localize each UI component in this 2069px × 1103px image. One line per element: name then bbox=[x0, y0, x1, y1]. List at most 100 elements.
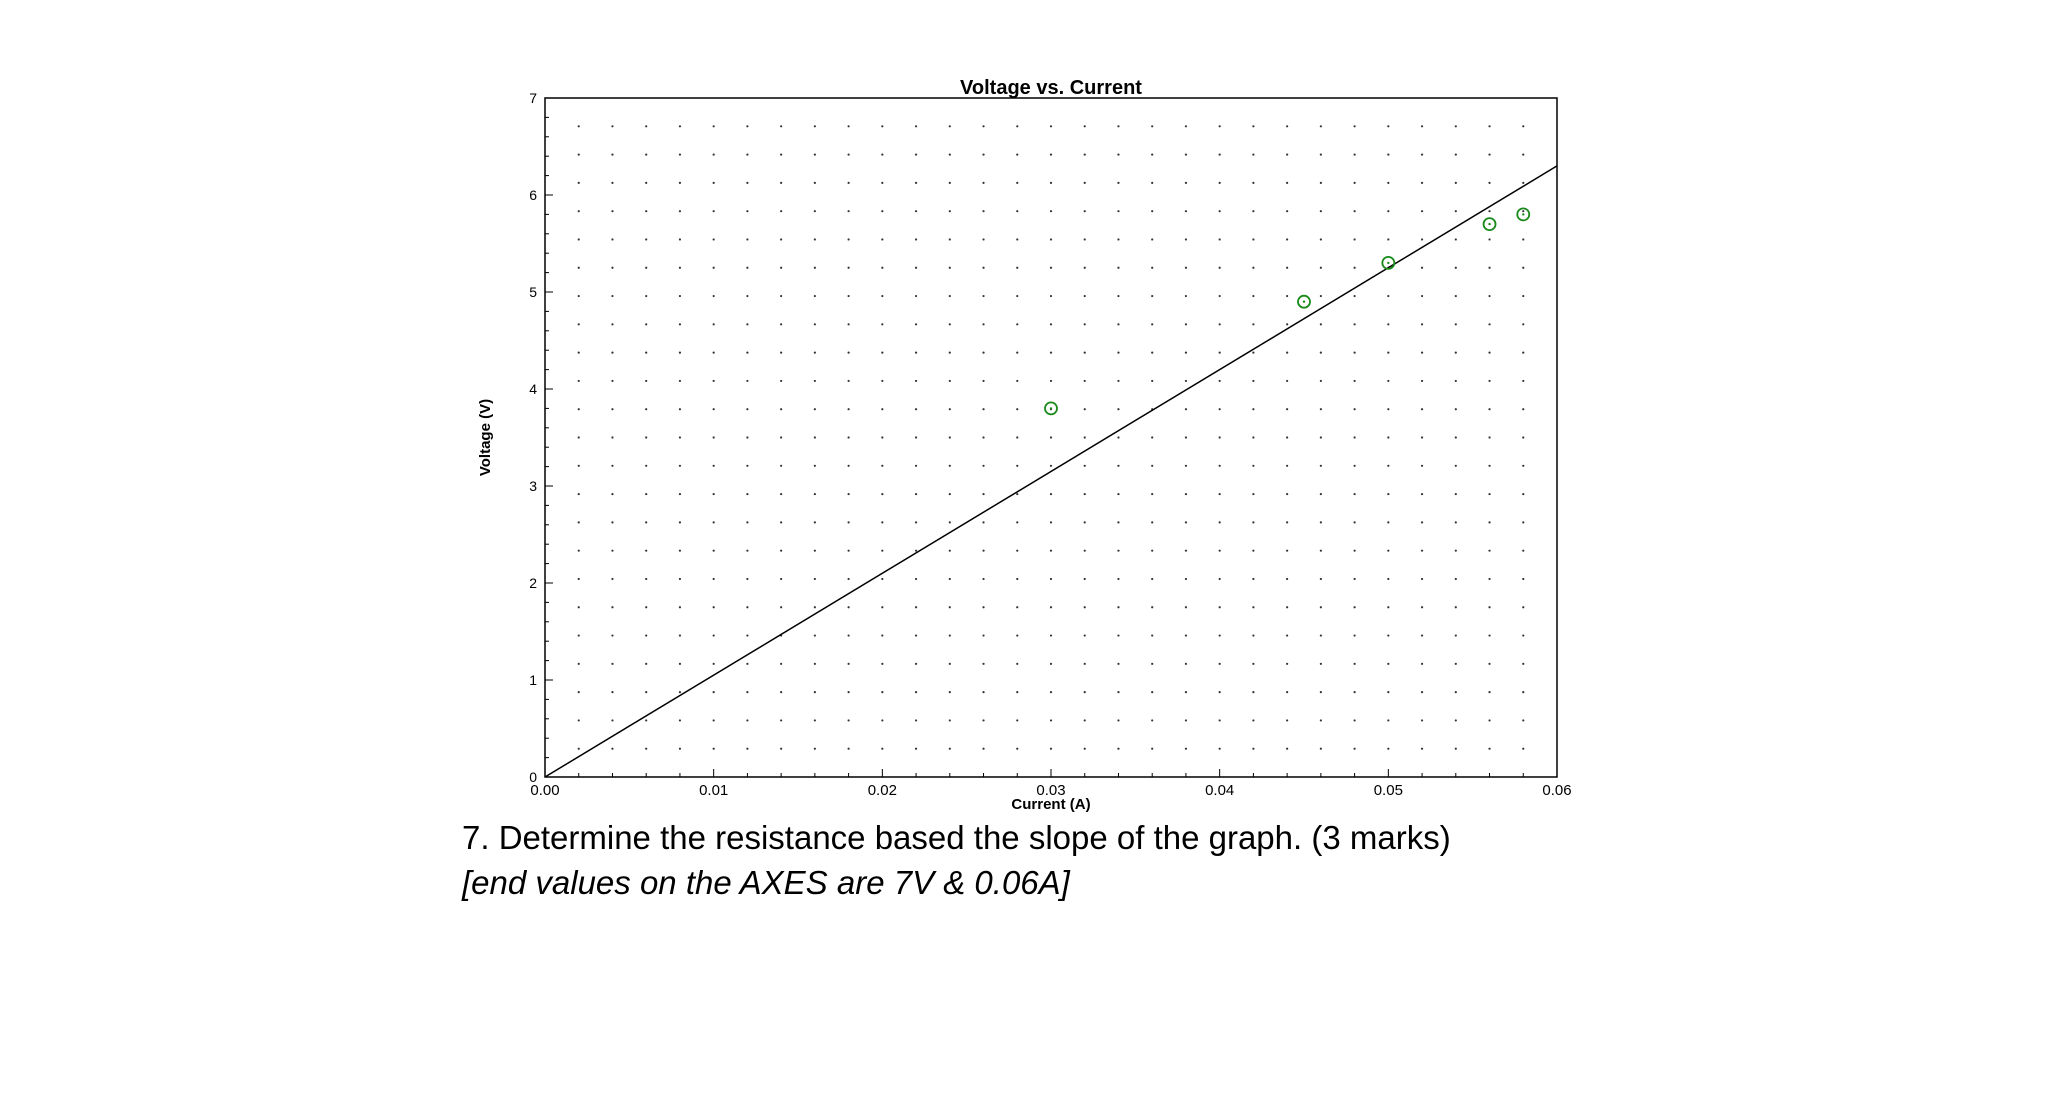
grid-dot bbox=[1454, 492, 1457, 496]
grid-dot bbox=[611, 691, 614, 694]
grid-dot bbox=[645, 577, 648, 581]
grid-dot bbox=[1319, 379, 1322, 383]
grid-dot bbox=[1488, 719, 1491, 722]
grid-dot bbox=[1488, 549, 1491, 552]
grid-dot bbox=[982, 408, 985, 411]
grid-dot bbox=[645, 323, 648, 326]
data-points bbox=[1044, 207, 1531, 416]
grid-dot bbox=[611, 521, 614, 524]
grid-dot bbox=[982, 577, 985, 581]
grid-dot bbox=[1252, 464, 1255, 467]
grid-dot bbox=[746, 181, 749, 184]
grid-dot bbox=[1319, 549, 1322, 552]
grid-dot bbox=[1353, 747, 1356, 750]
grid-dot bbox=[1522, 549, 1525, 552]
grid-dot bbox=[1151, 691, 1154, 694]
grid-dot bbox=[914, 747, 918, 750]
grid-dot bbox=[1454, 181, 1457, 184]
grid-dot bbox=[678, 210, 682, 213]
grid-dot bbox=[948, 464, 951, 467]
grid-dot bbox=[1184, 323, 1188, 326]
grid-dot bbox=[881, 521, 884, 524]
grid-dot bbox=[948, 634, 951, 637]
grid-dot bbox=[1151, 323, 1154, 326]
grid-dot bbox=[1083, 379, 1086, 383]
grid-dot bbox=[948, 521, 951, 524]
grid-dot bbox=[914, 549, 918, 552]
data-point bbox=[1482, 217, 1497, 232]
grid-dot bbox=[1049, 634, 1053, 637]
grid-dot bbox=[1286, 634, 1289, 637]
grid-dot bbox=[1049, 691, 1053, 694]
grid-dot bbox=[1151, 549, 1154, 552]
grid-dot bbox=[813, 238, 816, 241]
y-tick-label: 1 bbox=[529, 672, 537, 688]
grid-dot bbox=[577, 266, 580, 269]
grid-dot bbox=[577, 238, 580, 241]
grid-dot bbox=[914, 323, 918, 326]
grid-dot bbox=[1117, 351, 1120, 354]
grid-dot bbox=[1049, 436, 1053, 439]
grid-dot bbox=[813, 351, 816, 354]
grid-dot bbox=[1522, 125, 1525, 128]
grid-dot bbox=[1522, 691, 1525, 694]
grid-dot bbox=[914, 662, 918, 665]
grid-dot bbox=[1286, 577, 1289, 581]
grid-dot bbox=[1117, 747, 1120, 750]
grid-dot bbox=[1252, 266, 1255, 269]
grid-dot bbox=[1218, 125, 1221, 128]
grid-dot bbox=[1319, 238, 1322, 241]
grid-dot bbox=[914, 577, 918, 581]
grid-dot bbox=[611, 436, 614, 439]
grid-dot bbox=[948, 662, 951, 665]
grid-dot bbox=[1387, 153, 1390, 156]
grid-dot bbox=[881, 294, 884, 298]
grid-dot bbox=[645, 492, 648, 496]
grid-dot bbox=[1454, 549, 1457, 552]
grid-dot bbox=[1083, 266, 1086, 269]
grid-dot bbox=[1522, 606, 1525, 609]
grid-dot bbox=[780, 549, 783, 552]
grid-dot bbox=[577, 662, 580, 665]
grid-dot bbox=[1319, 577, 1322, 581]
grid-dot bbox=[1218, 747, 1221, 750]
grid-dot bbox=[712, 125, 715, 128]
data-point bbox=[1381, 255, 1396, 270]
x-tick-label: 0.04 bbox=[1205, 782, 1234, 799]
grid-dot bbox=[914, 408, 918, 411]
grid-dot bbox=[1353, 181, 1356, 184]
grid-dot bbox=[914, 351, 918, 354]
grid-dot bbox=[1016, 379, 1019, 383]
data-point bbox=[1044, 401, 1058, 416]
grid-dot bbox=[813, 408, 816, 411]
grid-dot bbox=[1319, 691, 1322, 694]
grid-dot bbox=[1522, 436, 1525, 439]
grid-dot bbox=[813, 492, 816, 496]
grid-dot bbox=[1420, 323, 1424, 326]
grid-dot bbox=[1420, 181, 1424, 184]
grid-dot bbox=[645, 662, 648, 665]
grid-dot bbox=[1083, 606, 1086, 609]
grid-dot bbox=[948, 606, 951, 609]
grid-dot bbox=[780, 408, 783, 411]
grid-dot bbox=[1117, 691, 1120, 694]
grid-dot bbox=[1218, 210, 1221, 213]
grid-dot bbox=[948, 294, 951, 298]
grid-dot bbox=[1353, 408, 1356, 411]
grid-dot bbox=[1218, 436, 1221, 439]
grid-dot bbox=[1488, 181, 1491, 184]
grid-dot bbox=[1184, 238, 1188, 241]
grid-dot bbox=[678, 606, 682, 609]
grid-dot bbox=[678, 691, 682, 694]
grid-dot bbox=[1522, 747, 1525, 750]
question-note: [end values on the AXES are 7V & 0.06A] bbox=[462, 864, 1070, 901]
question-block: 7. Determine the resistance based the sl… bbox=[462, 815, 1451, 905]
y-tick-labels: 0 1 2 3 4 5 6 7 bbox=[529, 90, 537, 785]
grid-dot bbox=[1184, 294, 1188, 298]
grid-dot bbox=[712, 379, 715, 383]
grid-dot bbox=[1522, 379, 1525, 383]
grid-dot bbox=[1151, 238, 1154, 241]
grid-dot bbox=[1016, 436, 1019, 439]
grid-dot bbox=[645, 294, 648, 298]
grid-dot bbox=[948, 492, 951, 496]
